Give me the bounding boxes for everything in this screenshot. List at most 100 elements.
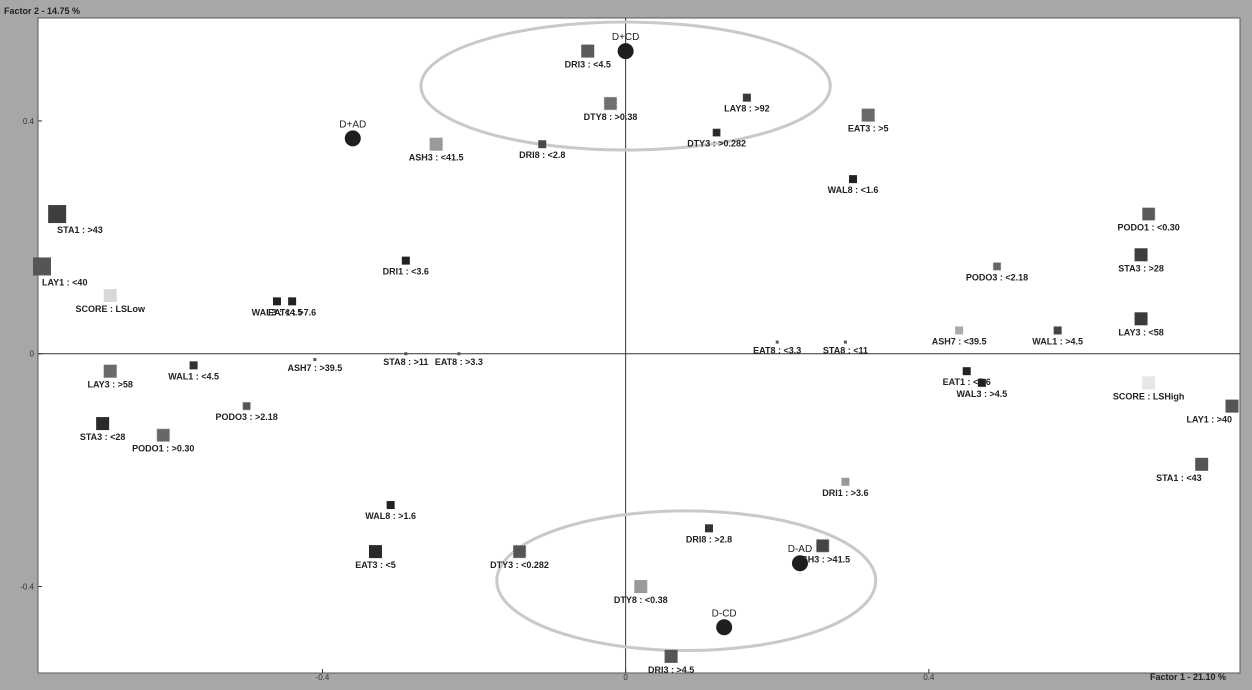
point-label: EAT1 : <7.6 <box>943 377 991 387</box>
point-marker <box>369 545 383 559</box>
point-marker <box>742 93 751 102</box>
point-label: WAL3 : >4.5 <box>956 389 1007 399</box>
point-marker <box>712 128 722 138</box>
point-label: WAL8 : >1.6 <box>365 511 416 521</box>
point-marker <box>861 108 875 122</box>
point-marker <box>1134 248 1148 262</box>
point-marker <box>849 175 858 184</box>
point-marker <box>775 340 779 344</box>
y-tick-label: 0 <box>30 350 35 359</box>
point-label: DRI3 : <4.5 <box>565 60 611 70</box>
point-label: ASH7 : >39.5 <box>287 363 342 373</box>
point-label: WAL1 : >4.5 <box>1032 336 1083 346</box>
point-marker <box>815 538 830 553</box>
group-label: D-CD <box>712 608 737 619</box>
point-marker <box>103 364 117 378</box>
point-marker <box>538 140 547 149</box>
point-marker <box>1053 326 1062 335</box>
point-label: PODO3 : <2.18 <box>966 272 1028 282</box>
x-tick-label: -0.4 <box>316 673 330 682</box>
point-label: ASH3 : <41.5 <box>409 153 464 163</box>
point-label: ASH7 : <39.5 <box>932 336 987 346</box>
point-marker <box>512 544 527 559</box>
point-label: WAL8 : <1.6 <box>828 185 879 195</box>
point-marker <box>404 352 408 356</box>
point-marker <box>401 256 410 265</box>
point-label: SCORE : LSLow <box>75 304 145 314</box>
point-marker <box>457 352 461 356</box>
x-tick-label: 0 <box>623 673 628 682</box>
group-marker <box>716 619 733 636</box>
axes: -0.4 0 0.4 0.4 0 -0.4 <box>20 18 1240 682</box>
point-label: DRI8 : <2.8 <box>519 150 565 160</box>
point-label: DRI1 : <3.6 <box>383 267 429 277</box>
point-label: PODO3 : >2.18 <box>216 412 278 422</box>
point-label: DRI8 : >2.8 <box>686 534 732 544</box>
point-label: DTY3 : >0.282 <box>687 139 746 149</box>
point-marker <box>841 477 850 486</box>
group-label: D+AD <box>339 119 366 130</box>
group-marker <box>791 555 808 572</box>
point-marker <box>1142 376 1156 390</box>
point-marker <box>664 649 678 663</box>
point-marker <box>992 261 1002 271</box>
group-label: D+CD <box>612 32 640 43</box>
point-marker <box>429 137 443 151</box>
point-marker <box>843 340 847 344</box>
point-label: STA3 : <28 <box>80 432 126 442</box>
point-marker <box>962 367 971 376</box>
point-label: WAL1 : <4.5 <box>168 371 219 381</box>
point-marker <box>96 417 110 431</box>
point-label: STA3 : >28 <box>1118 263 1164 273</box>
group-label: D-AD <box>788 544 812 555</box>
point-label: STA8 : >11 <box>383 357 428 367</box>
x-axis-label: Factor 1 - 21.10 % <box>1150 672 1226 682</box>
point-label: EAT1 : >7.6 <box>268 307 316 317</box>
point-marker <box>1195 457 1209 471</box>
point-marker <box>272 297 281 306</box>
point-marker <box>1225 399 1239 413</box>
point-marker <box>977 378 986 387</box>
point-label: SCORE : LSHigh <box>1113 391 1185 401</box>
point-label: LAY1 : >40 <box>1187 415 1232 425</box>
point-label: DRI3 : >4.5 <box>648 665 694 675</box>
point-label: EAT3 : <5 <box>355 560 396 570</box>
point-marker <box>33 257 51 276</box>
point-label: LAY8 : >92 <box>724 104 769 114</box>
point-marker <box>1141 207 1156 222</box>
point-marker <box>634 580 648 594</box>
point-marker <box>1134 312 1148 326</box>
point-marker <box>242 401 252 411</box>
point-label: STA8 : <11 <box>823 346 868 356</box>
point-marker <box>603 96 618 111</box>
point-marker <box>156 428 171 443</box>
point-marker <box>288 297 297 306</box>
point-marker <box>103 289 117 303</box>
point-marker <box>955 326 964 335</box>
point-label: STA1 : >43 <box>57 225 103 235</box>
point-marker <box>386 501 395 510</box>
y-tick-label: -0.4 <box>20 583 34 592</box>
group-centroids: D+CD D+AD D-AD D-CD <box>339 32 812 636</box>
point-label: DTY3 : <0.282 <box>490 560 549 570</box>
point-label: PODO1 : <0.30 <box>1117 223 1179 233</box>
y-axis-label: Factor 2 - 14.75 % <box>4 6 80 16</box>
point-label: WAL3 : <4.5 <box>252 307 303 317</box>
y-tick-label: 0.4 <box>23 117 35 126</box>
point-label: LAY3 : >58 <box>87 380 132 390</box>
point-label: PODO1 : >0.30 <box>132 444 194 454</box>
plot-area <box>37 17 1241 674</box>
point-label: EAT8 : <3.3 <box>753 346 801 356</box>
highlight-ellipse <box>495 509 878 653</box>
group-marker <box>344 130 361 147</box>
point-marker <box>48 205 67 224</box>
point-label: ASH3 : >41.5 <box>795 554 850 564</box>
point-label: EAT3 : >5 <box>848 124 889 134</box>
category-points: STA1 : >43 LAY1 : <40 SCORE : LSLow WAL3 : … <box>33 44 1239 675</box>
group-marker <box>617 43 634 60</box>
point-marker <box>189 361 198 370</box>
point-label: STA1 : <43 <box>1156 473 1202 483</box>
highlight-ellipses <box>419 20 878 653</box>
